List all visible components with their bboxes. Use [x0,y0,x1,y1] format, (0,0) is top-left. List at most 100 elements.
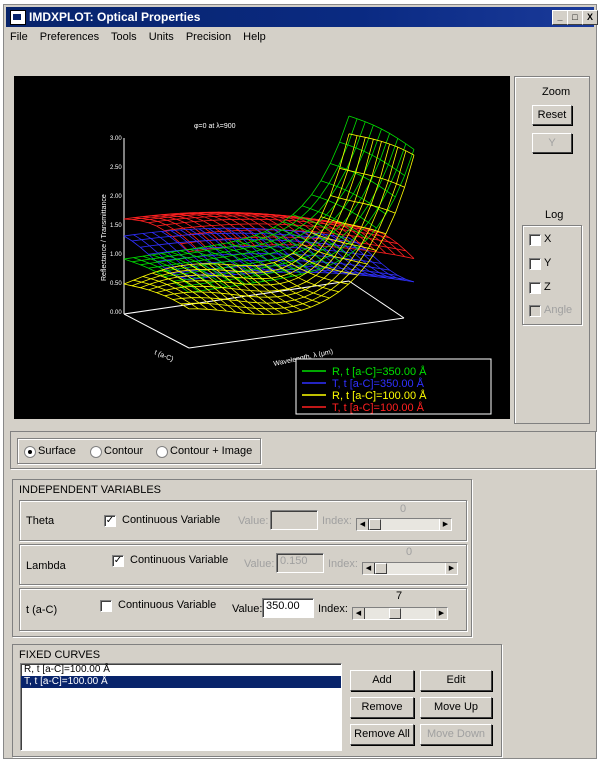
lambda-index-slider[interactable]: ◀ ▶ [362,562,458,575]
z-tick-label: 0.00 [110,310,122,316]
list-item[interactable]: R, t [a-C]=100.00 Å [24,664,110,675]
thickness-index-slider[interactable]: ◀ ▶ [352,607,448,620]
thickness-index-value: 7 [396,590,403,602]
title-bar[interactable]: IMDXPLOT: Optical Properties _ □ X [6,7,598,27]
slider-thumb[interactable] [389,608,401,619]
maximize-button[interactable]: □ [567,10,583,25]
lambda-value-field[interactable]: 0.150 [276,553,324,573]
theta-value-field[interactable] [270,510,318,530]
surface-radio[interactable] [24,446,36,458]
thickness-continuous-label: Continuous Variable [118,599,217,611]
surface-meshes [123,115,415,315]
theta-value-label: Value: [238,515,269,527]
log-angle-label: Angle [544,304,573,316]
independent-variables-title: INDEPENDENT VARIABLES [19,484,162,496]
theta-name: Theta [26,515,55,527]
thickness-index-label: Index: [318,603,348,615]
list-item[interactable]: T, t [a-C]=100.00 Å [21,676,341,688]
z-tick-labels: 0.00 0.50 1.00 1.50 2.00 2.50 3.00 [110,136,122,316]
thickness-value-label: Value: [232,603,263,615]
legend-label: R, t [a-C]=100.00 Å [332,389,427,402]
window-title: IMDXPLOT: Optical Properties [29,10,201,24]
y-axis-label: t (a-C) [153,349,174,363]
independent-variables-panel: INDEPENDENT VARIABLES Theta ✓ Continuous… [12,479,472,637]
log-x-checkbox[interactable] [529,234,541,246]
lambda-index-label: Index: [328,558,358,570]
remove-button[interactable]: Remove [350,697,414,718]
zoom-reset-button[interactable]: Reset [532,105,572,125]
menu-help[interactable]: Help [243,31,266,43]
log-group: X Y Z Angle [522,225,582,325]
minimize-button[interactable]: _ [552,10,568,25]
menu-units[interactable]: Units [148,31,174,43]
thickness-name: t (a-C) [26,604,58,616]
log-z-checkbox[interactable] [529,282,541,294]
z-axis-label: Reflectance / Transmittance [101,194,108,281]
menu-precision[interactable]: Precision [185,31,232,43]
thickness-continuous-checkbox[interactable] [100,600,112,612]
thickness-value-field[interactable]: 350.00 [262,598,314,618]
z-tick-label: 2.50 [110,165,122,171]
log-y-checkbox[interactable] [529,258,541,270]
legend-label: T, t [a-C]=350.00 Å [332,377,425,390]
zoom-title: Zoom [542,86,571,98]
lambda-index-value: 0 [406,546,413,558]
lambda-row: Lambda ✓ Continuous Variable Value: 0.15… [19,544,467,585]
display-mode-panel: Surface Contour Contour + Image [10,431,596,469]
app-icon[interactable] [10,10,26,25]
plot-canvas[interactable]: φ=0 at λ=900 Reflectance / Transmittance… [14,76,510,419]
slider-right-arrow-icon[interactable]: ▶ [439,519,451,530]
edit-button[interactable]: Edit [420,670,492,691]
theta-continuous-checkbox[interactable]: ✓ [104,515,116,527]
fixed-curves-list[interactable]: R, t [a-C]=100.00 Å T, t [a-C]=100.00 Å [20,663,342,751]
slider-left-arrow-icon[interactable]: ◀ [357,519,369,530]
display-mode-group: Surface Contour Contour + Image [17,438,261,464]
zoom-y-button[interactable]: Y [532,133,572,153]
slider-thumb[interactable] [369,519,381,530]
log-x-label: X [544,233,552,245]
menu-bar: File Preferences Tools Units Precision H… [10,31,275,47]
slider-right-arrow-icon[interactable]: ▶ [445,563,457,574]
contour-radio[interactable] [90,446,102,458]
theta-index-slider[interactable]: ◀ ▶ [356,518,452,531]
surface-label: Surface [38,445,76,457]
theta-index-label: Index: [322,515,352,527]
contour-label: Contour [104,445,144,457]
fixed-curves-panel: FIXED CURVES [12,644,502,757]
lambda-continuous-label: Continuous Variable [130,554,229,566]
log-angle-checkbox[interactable] [529,305,541,317]
menu-file[interactable]: File [10,31,28,43]
fixed-curves-title: FIXED CURVES [19,649,101,661]
theta-continuous-label: Continuous Variable [122,514,221,526]
thickness-row: t (a-C) Continuous Variable Value: 350.0… [19,588,467,631]
z-tick-label: 1.50 [110,223,122,229]
add-button[interactable]: Add [350,670,414,691]
legend-label: R, t [a-C]=350.00 Å [332,365,427,378]
contour-image-radio[interactable] [156,446,168,458]
menu-preferences[interactable]: Preferences [39,31,100,43]
slider-right-arrow-icon[interactable]: ▶ [435,608,447,619]
close-button[interactable]: X [582,10,598,25]
move-up-button[interactable]: Move Up [420,697,492,718]
log-z-label: Z [544,281,551,293]
menu-tools[interactable]: Tools [110,31,137,43]
remove-all-button[interactable]: Remove All [350,724,414,745]
lambda-name: Lambda [26,560,66,572]
z-tick-label: 3.00 [110,136,122,142]
slider-left-arrow-icon[interactable]: ◀ [353,608,365,619]
z-tick-label: 2.00 [110,194,122,200]
slider-left-arrow-icon[interactable]: ◀ [363,563,375,574]
plot-annotation: φ=0 at λ=900 [194,123,236,130]
z-tick-label: 0.50 [110,281,122,287]
lambda-continuous-checkbox[interactable]: ✓ [112,555,124,567]
slider-thumb[interactable] [375,563,387,574]
lambda-value-label: Value: [244,558,275,570]
surface-plot: φ=0 at λ=900 Reflectance / Transmittance… [101,115,492,415]
plot-legend: R, t [a-C]=350.00 ÅT, t [a-C]=350.00 ÅR,… [295,358,492,415]
move-down-button[interactable]: Move Down [420,724,492,745]
zoom-panel: Zoom Reset Y Log X Y Z Angle [514,76,590,424]
legend-label: T, t [a-C]=100.00 Å [332,401,425,414]
contour-image-label: Contour + Image [170,445,253,457]
z-tick-label: 1.00 [110,252,122,258]
log-title: Log [545,209,564,221]
